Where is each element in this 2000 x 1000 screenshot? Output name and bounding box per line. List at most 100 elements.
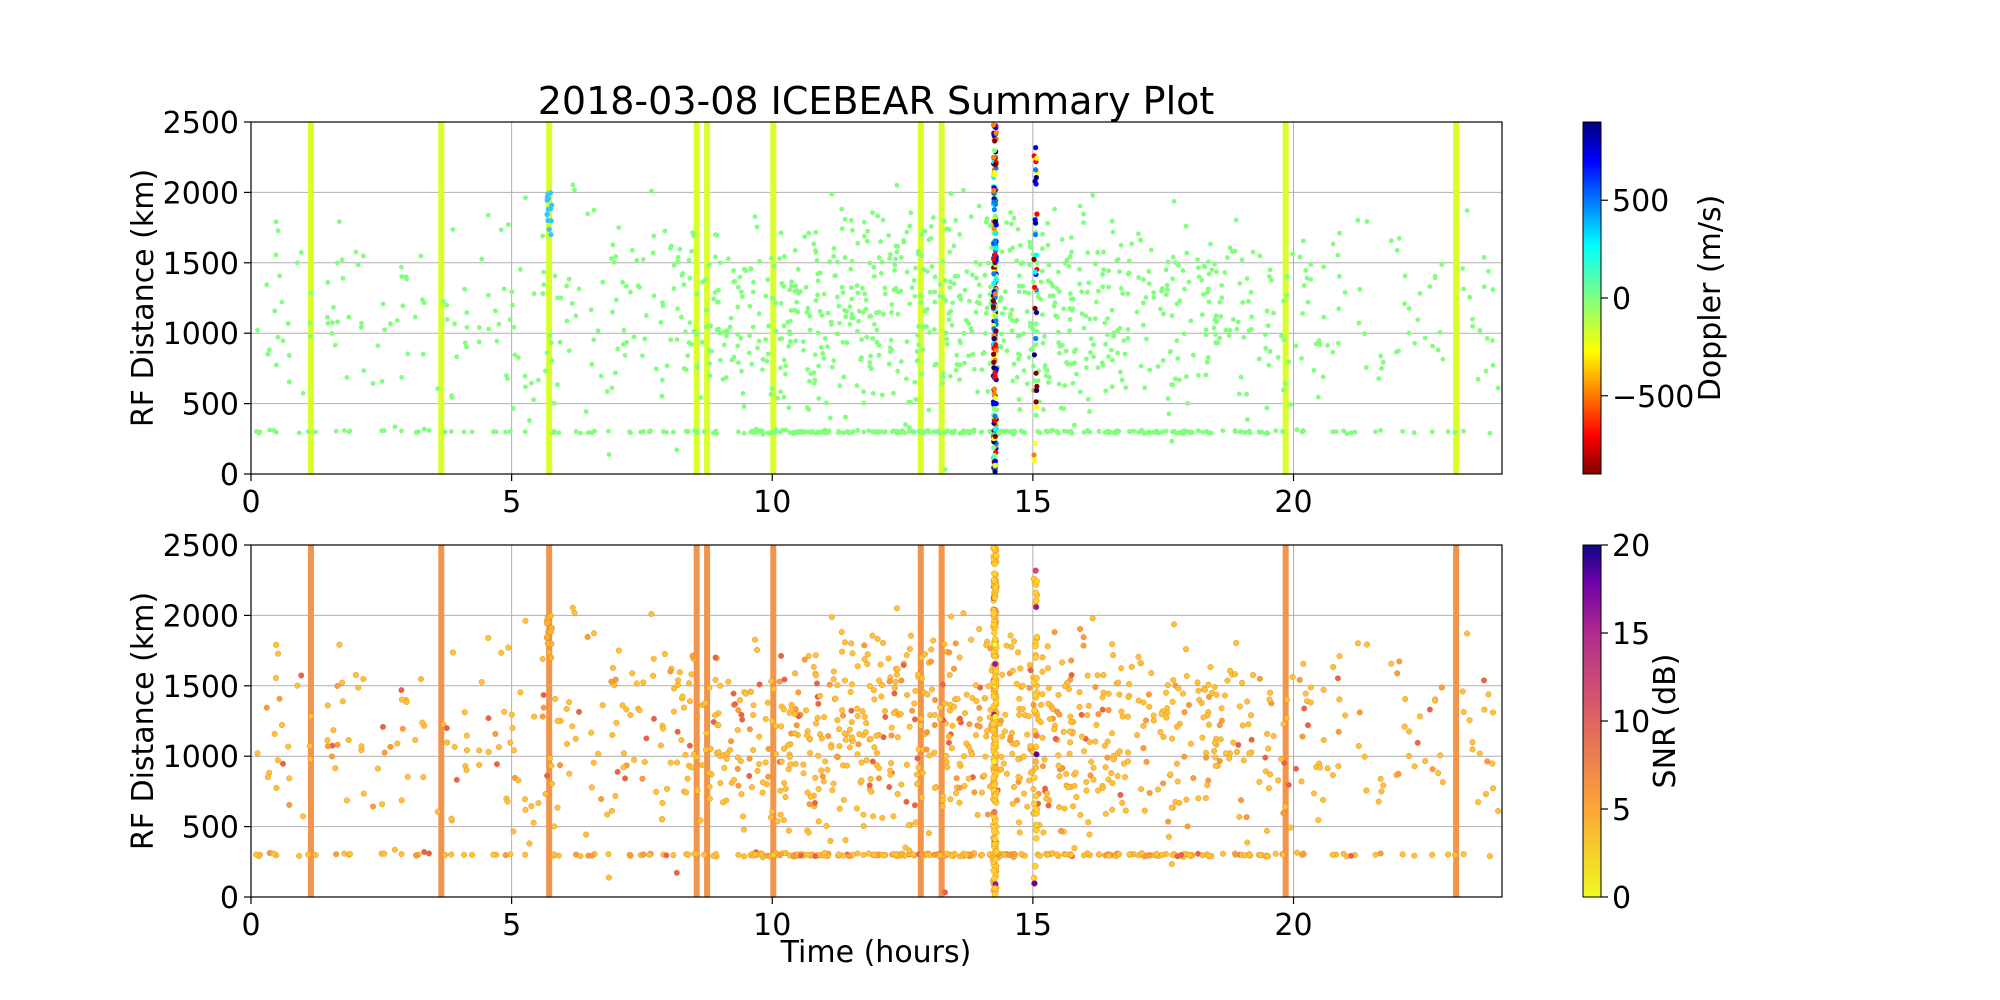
doppler-point <box>1091 354 1096 360</box>
snr-point <box>902 844 909 851</box>
snr-point <box>854 713 861 720</box>
snr-point <box>1212 762 1219 769</box>
doppler-point <box>769 386 775 392</box>
snr-point <box>928 646 935 653</box>
snr-point <box>398 851 405 858</box>
snr-point <box>1182 646 1189 653</box>
doppler-point <box>1014 258 1020 264</box>
doppler-point <box>906 399 912 405</box>
doppler-point <box>1275 354 1281 360</box>
doppler-point <box>777 429 783 435</box>
doppler-point <box>940 370 946 376</box>
snr-point <box>339 698 346 705</box>
doppler-point <box>912 293 918 299</box>
snr-point <box>690 751 697 758</box>
snr-point <box>641 758 648 765</box>
snr-point <box>800 770 807 777</box>
snr-point <box>971 789 978 796</box>
snr-point <box>1489 760 1496 767</box>
snr-point <box>1377 850 1384 857</box>
doppler-point <box>802 234 808 240</box>
doppler-point <box>540 291 546 297</box>
doppler-point <box>1026 355 1032 360</box>
snr-point <box>294 682 301 689</box>
snr-point <box>674 728 681 735</box>
doppler-point <box>307 320 313 326</box>
doppler-point <box>651 233 657 239</box>
doppler-point <box>509 289 515 295</box>
snr-point <box>604 811 611 818</box>
doppler-point <box>1262 332 1268 338</box>
colorbar-tick-label: 0 <box>1612 881 1631 916</box>
snr-point <box>854 751 861 758</box>
doppler-point <box>659 393 665 399</box>
y-tick-label: 1500 <box>163 670 239 705</box>
doppler-point <box>1074 371 1079 377</box>
snr-point <box>613 719 620 726</box>
doppler-point <box>983 331 988 336</box>
snr-point <box>1483 791 1490 798</box>
snr-point <box>285 743 292 750</box>
snr-point <box>963 691 970 698</box>
doppler-stripe <box>438 122 445 474</box>
snr-point <box>991 660 999 668</box>
snr-point <box>1071 782 1078 789</box>
y-tick-label: 500 <box>182 388 239 423</box>
snr-point <box>1364 641 1371 648</box>
snr-point <box>858 759 865 766</box>
snr-point <box>307 756 314 763</box>
doppler-point <box>277 273 282 279</box>
snr-point <box>1206 693 1213 700</box>
doppler-point <box>861 389 866 395</box>
doppler-point <box>713 428 719 434</box>
snr-point <box>966 721 973 728</box>
doppler-point <box>687 275 693 281</box>
doppler-point <box>1119 377 1125 383</box>
doppler-point <box>1121 338 1127 343</box>
snr-point <box>815 786 822 793</box>
doppler-point <box>1344 431 1350 436</box>
snr-point <box>842 837 849 844</box>
doppler-point <box>989 245 994 250</box>
snr-point <box>715 722 722 729</box>
snr-point <box>921 651 928 658</box>
doppler-point <box>1236 391 1242 397</box>
doppler-point <box>930 215 936 220</box>
doppler-point <box>660 303 666 309</box>
doppler-point <box>1263 345 1269 351</box>
doppler-point <box>979 367 985 373</box>
doppler-point <box>622 352 628 358</box>
doppler-point <box>689 248 694 254</box>
doppler-point <box>904 339 910 345</box>
doppler-point <box>999 249 1005 255</box>
snr-point <box>1460 708 1467 715</box>
snr-point <box>1246 852 1253 859</box>
snr-point <box>854 705 861 712</box>
doppler-point <box>1429 429 1435 435</box>
doppler-point <box>1304 275 1310 281</box>
snr-point <box>1167 771 1174 778</box>
snr-point <box>557 762 564 769</box>
doppler-point <box>831 358 837 364</box>
doppler-point <box>621 327 627 333</box>
doppler-point <box>992 238 998 244</box>
doppler-point <box>476 325 482 330</box>
doppler-point <box>937 282 943 287</box>
doppler-point <box>1400 428 1406 434</box>
doppler-point <box>1031 256 1037 262</box>
doppler-point <box>1176 263 1181 268</box>
doppler-point <box>750 289 756 295</box>
doppler-point <box>564 318 570 324</box>
snr-point <box>1335 763 1342 770</box>
doppler-point <box>1070 380 1076 386</box>
doppler-point <box>1412 340 1417 346</box>
snr-point <box>1109 730 1116 737</box>
snr-point <box>374 765 381 772</box>
doppler-point <box>1083 313 1089 319</box>
doppler-point <box>1195 257 1200 262</box>
doppler-point <box>1090 192 1096 198</box>
doppler-point <box>1244 276 1250 281</box>
doppler-point <box>824 400 829 406</box>
snr-point <box>650 655 657 662</box>
